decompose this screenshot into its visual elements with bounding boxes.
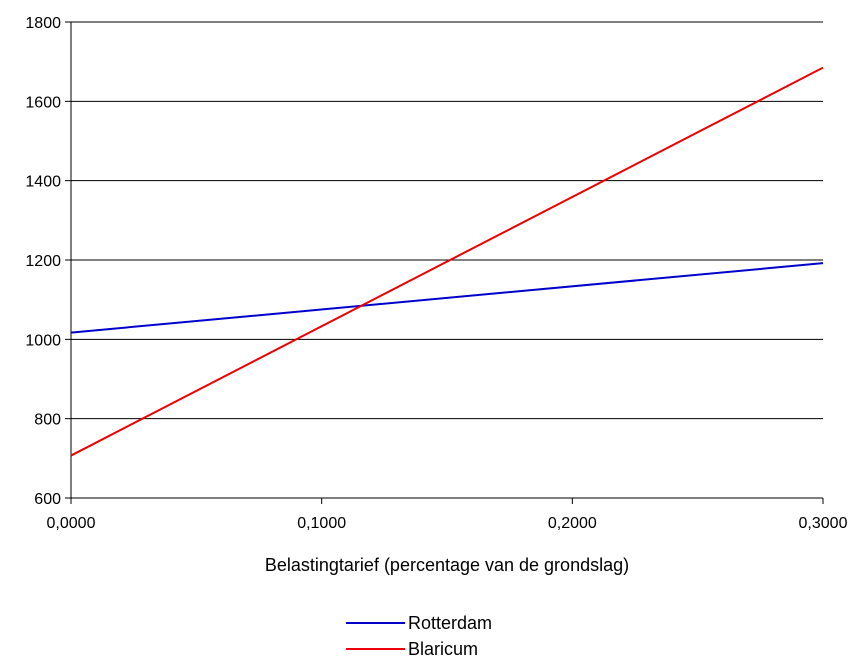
y-tick-label: 1400 <box>25 174 61 191</box>
x-tick-label: 0,3000 <box>799 515 848 532</box>
series-line-rotterdam <box>70 262 824 334</box>
legend-label-rotterdam: Rotterdam <box>408 613 492 633</box>
y-tick-label: 1600 <box>25 94 61 111</box>
axis-ticks: 600 800 1000 1200 1400 1600 1800 0,0000 0,1000 0,… <box>25 15 847 532</box>
y-tick-label: 800 <box>34 412 61 429</box>
y-tick-label: 1200 <box>25 253 61 270</box>
y-tick-label: 600 <box>34 491 61 508</box>
x-tick-label: 0,2000 <box>548 515 597 532</box>
data-series <box>70 66 824 457</box>
y-tick-label: 1800 <box>25 15 61 32</box>
legend-label-blaricum: Blaricum <box>408 639 478 659</box>
gridlines <box>71 21 823 420</box>
x-tick-label: 0,1000 <box>297 515 346 532</box>
x-axis-title: Belastingtarief (percentage van de grond… <box>265 555 629 575</box>
series-line-blaricum <box>70 66 824 457</box>
y-tick-label: 1000 <box>25 332 61 349</box>
legend: Rotterdam Blaricum <box>346 613 492 659</box>
x-tick-label: 0,0000 <box>47 515 96 532</box>
